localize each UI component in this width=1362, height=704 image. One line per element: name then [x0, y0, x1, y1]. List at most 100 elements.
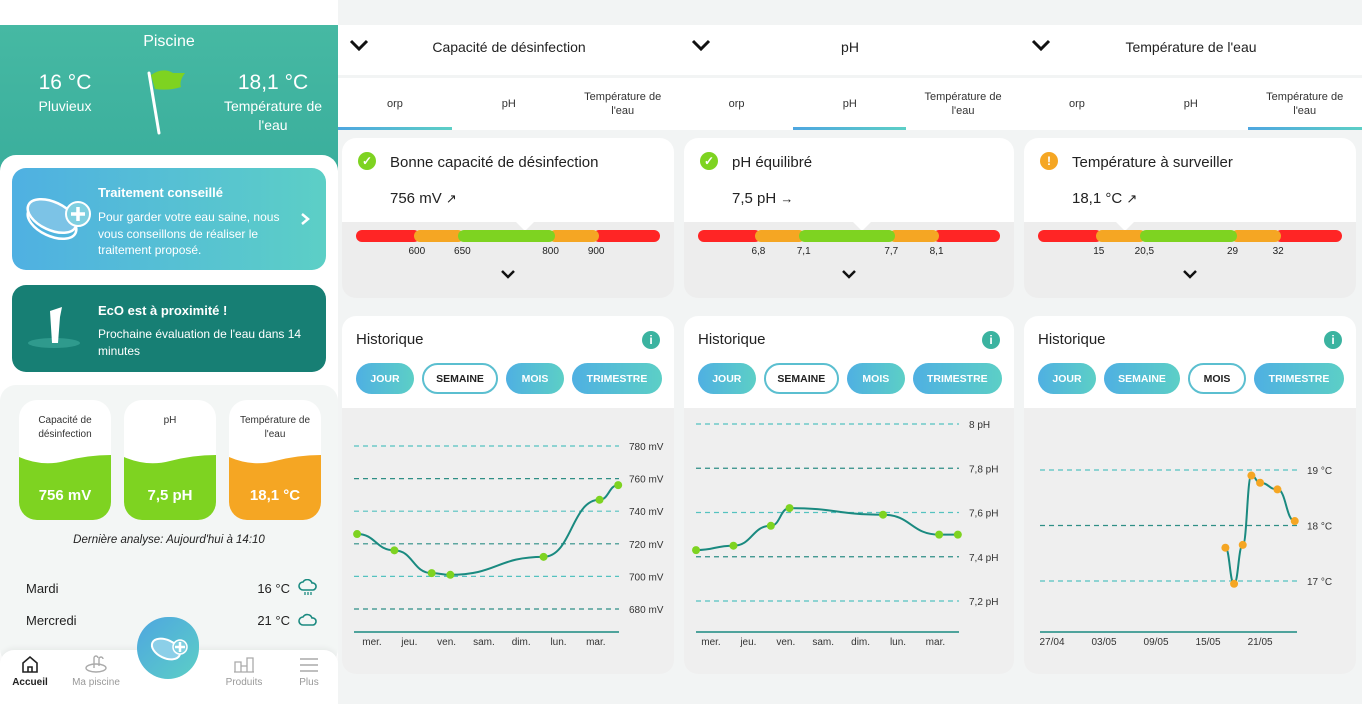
info-icon[interactable]: i [642, 331, 660, 349]
eco-text: Prochaine évaluation de l'eau dans 14 mi… [98, 327, 302, 358]
data-point[interactable] [692, 546, 701, 555]
data-point[interactable] [1256, 478, 1265, 487]
eco-title: EcO est à proximité ! [98, 303, 228, 318]
data-point[interactable] [1221, 543, 1230, 552]
period-trimestre[interactable]: TRIMESTRE [912, 363, 1002, 394]
data-point[interactable] [1247, 471, 1256, 480]
data-point[interactable] [595, 495, 604, 504]
period-mois[interactable]: MOIS [1188, 363, 1246, 394]
measure-tile[interactable]: Température de l'eau 18,1 °C [229, 400, 321, 520]
tile-value: 18,1 °C [249, 487, 301, 504]
period-trimestre[interactable]: TRIMESTRE [1254, 363, 1344, 394]
nav-produits[interactable]: Produits [222, 654, 266, 688]
data-point[interactable] [427, 569, 436, 578]
period-jour[interactable]: JOUR [698, 363, 756, 394]
info-icon[interactable]: i [982, 331, 1000, 349]
nav-ma-piscine[interactable]: Ma piscine [66, 654, 126, 688]
tab-ph[interactable]: pH [793, 78, 907, 130]
expand-chevron-icon[interactable] [1182, 268, 1198, 280]
tab-temperature[interactable]: Température de l'eau [584, 91, 662, 117]
last-analysis: Dernière analyse: Aujourd'hui à 14:10 [73, 534, 265, 546]
measure-tile[interactable]: Capacité de désinfection 756 mV [19, 400, 111, 520]
nav-label: Produits [225, 677, 263, 688]
treatment-title: Traitement conseillé [98, 185, 223, 200]
tile-label: Capacité de désinfection [38, 415, 92, 440]
water-temp: 18,1 °C [237, 71, 309, 94]
current-value: 7,5 pH [732, 190, 777, 207]
screen-title: Température de l'eau [1125, 39, 1257, 55]
data-point[interactable] [766, 521, 775, 530]
y-tick-label: 8 pH [969, 420, 990, 431]
chevron-down-icon[interactable] [1030, 37, 1052, 53]
data-point[interactable] [879, 510, 888, 519]
forecast-day: Mercredi [26, 612, 77, 628]
period-mois[interactable]: MOIS [506, 363, 564, 394]
pool-header: Piscine 16 °C Pluvieux 18,1 °C Températu… [0, 25, 338, 175]
data-point[interactable] [729, 541, 738, 550]
period-jour[interactable]: JOUR [1038, 363, 1096, 394]
expand-chevron-icon[interactable] [841, 268, 857, 280]
period-selector: JOUR SEMAINE MOIS TRIMESTRE [698, 363, 1002, 394]
data-point[interactable] [953, 530, 962, 539]
gauge-threshold: 8,1 [929, 246, 944, 257]
period-semaine[interactable]: SEMAINE [1104, 363, 1180, 394]
chevron-down-icon[interactable] [690, 37, 712, 53]
data-point[interactable] [785, 504, 794, 513]
data-point[interactable] [1290, 517, 1299, 526]
chevron-down-icon[interactable] [348, 37, 370, 53]
gauge-segment [1095, 230, 1146, 242]
tab-ph[interactable]: pH [1183, 98, 1198, 110]
screen-title: pH [841, 39, 859, 55]
gauge-segment [457, 230, 555, 242]
expand-chevron-icon[interactable] [500, 268, 516, 280]
treatment-card[interactable]: Traitement conseillé Pour garder votre e… [12, 168, 326, 270]
gauge-segment [1038, 230, 1102, 242]
weather-temp: 16 °C [38, 71, 92, 94]
y-tick-label: 7,4 pH [969, 553, 998, 564]
data-point[interactable] [353, 530, 362, 539]
period-semaine[interactable]: SEMAINE [422, 363, 498, 394]
info-icon[interactable]: i [1324, 331, 1342, 349]
data-point[interactable] [935, 530, 944, 539]
period-trimestre[interactable]: TRIMESTRE [572, 363, 662, 394]
measure-tile[interactable]: pH 7,5 pH [124, 400, 216, 520]
data-point[interactable] [1230, 579, 1239, 588]
tab-temperature[interactable]: Température de l'eau [1247, 78, 1362, 130]
wave-shape [124, 455, 216, 467]
period-jour[interactable]: JOUR [356, 363, 414, 394]
top-bar: Capacité de désinfection [338, 25, 680, 75]
eco-card[interactable]: EcO est à proximité ! Prochaine évaluati… [12, 285, 326, 372]
tab-orp[interactable]: orp [1068, 98, 1085, 110]
products-icon [234, 657, 254, 673]
data-point[interactable] [539, 552, 548, 561]
data-point[interactable] [1273, 485, 1282, 494]
nav-plus[interactable]: Plus [294, 654, 324, 688]
period-semaine[interactable]: SEMAINE [763, 363, 840, 394]
data-point[interactable] [1238, 540, 1247, 549]
tab-temperature[interactable]: Température de l'eau [924, 91, 1002, 117]
x-tick-label: mer. [362, 637, 381, 648]
gauge-segment [755, 230, 806, 242]
detail-screen: Température de l'eau orp pH Température de … [1020, 0, 1362, 704]
tab-orp[interactable]: orp [338, 78, 452, 130]
series-line [357, 484, 619, 576]
period-mois[interactable]: MOIS [847, 363, 905, 394]
forecast-row: Mardi 16 °C [26, 579, 318, 597]
data-point[interactable] [614, 481, 623, 490]
tab-ph[interactable]: pH [501, 98, 516, 110]
home-icon [22, 655, 38, 673]
current-value: 18,1 °C [1072, 190, 1123, 207]
gauge-threshold: 7,7 [884, 246, 899, 257]
tab-orp[interactable]: orp [728, 98, 745, 110]
gauge-threshold: 800 [542, 246, 559, 257]
gauge-segment [933, 230, 1000, 242]
x-tick-label: sam. [473, 637, 495, 648]
y-tick-label: 700 mV [629, 572, 664, 583]
data-point[interactable] [446, 570, 455, 579]
forecast-row: Mercredi 21 °C [26, 612, 318, 628]
nav-accueil[interactable]: Accueil [10, 654, 50, 688]
x-tick-label: 09/05 [1144, 637, 1169, 648]
treatment-fab[interactable] [137, 617, 199, 679]
data-point[interactable] [390, 546, 399, 555]
gauge-pointer [1115, 222, 1134, 231]
